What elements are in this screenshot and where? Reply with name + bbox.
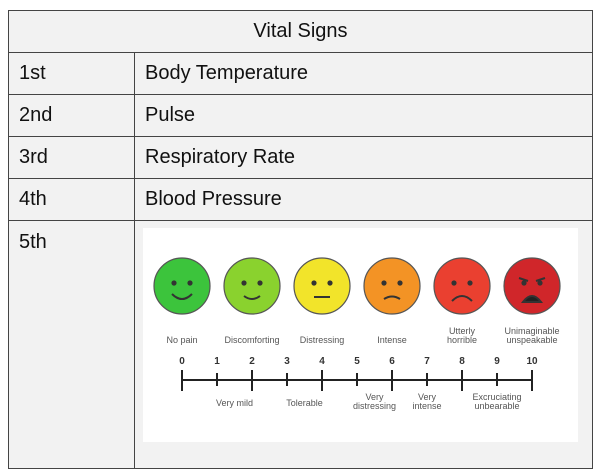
vital-sign-cell: Body Temperature: [134, 52, 593, 95]
face-eye: [187, 280, 193, 286]
table-row: 1st Body Temperature: [8, 52, 593, 95]
scale-description-label: Excruciating: [472, 392, 521, 402]
vital-sign-cell: Pulse: [134, 94, 593, 137]
scale-tick-label: 10: [526, 356, 538, 367]
face-frown-icon: [363, 257, 421, 315]
face-label: No pain: [166, 335, 197, 345]
pain-scale-graphic: No pain Discomforting Distressing Intense Ut…: [153, 257, 561, 411]
face-label: Discomforting: [224, 335, 279, 345]
table-row: 5th No pain Discomforting Distressing Inten…: [8, 220, 593, 469]
scale-tick-label: 2: [249, 356, 255, 367]
face-eye: [257, 280, 263, 286]
face-sad-icon: [433, 257, 491, 315]
rank-cell: 5th: [8, 220, 135, 469]
face-label: Intense: [377, 335, 407, 345]
face-mouth: [520, 295, 544, 303]
table-row: 4th Blood Pressure: [8, 178, 593, 221]
face-eye: [467, 280, 473, 286]
table-title: Vital Signs: [8, 10, 593, 53]
face-brow: [535, 277, 546, 282]
scale-description-label: Very: [365, 392, 384, 402]
face-eye: [241, 280, 247, 286]
vital-sign-cell: Respiratory Rate: [134, 136, 593, 179]
face-eye: [537, 280, 543, 286]
scale-description-label: Tolerable: [286, 398, 323, 408]
scale-description-label: intense: [412, 401, 441, 411]
scale-tick-label: 0: [179, 356, 185, 367]
scale-description-label: unbearable: [474, 401, 519, 411]
table-header-row: Vital Signs: [8, 10, 593, 53]
pain-scale-cell: No pain Discomforting Distressing Intense Ut…: [134, 220, 593, 469]
face-mouth: [383, 295, 401, 300]
scale-tick-label: 8: [459, 356, 465, 367]
face-eye: [171, 280, 177, 286]
rank-cell: 2nd: [8, 94, 135, 137]
scale-tick-label: 6: [389, 356, 395, 367]
face-label: unspeakable: [506, 335, 557, 345]
face-label: Distressing: [300, 335, 345, 345]
scale-tick-label: 4: [319, 356, 325, 367]
face-label: Unimaginable: [504, 326, 559, 336]
scale-description-label: Very mild: [216, 398, 253, 408]
scale-tick-label: 7: [424, 356, 430, 367]
table-row: 2nd Pulse: [8, 94, 593, 137]
face-label: horrible: [447, 335, 477, 345]
scale-tick-label: 9: [494, 356, 500, 367]
face-mouth: [243, 295, 261, 300]
table-row: 3rd Respiratory Rate: [8, 136, 593, 179]
vital-signs-table: Vital Signs 1st Body Temperature 2nd Pul…: [8, 10, 593, 469]
scale-tick-label: 1: [214, 356, 220, 367]
scale-tick-label: 3: [284, 356, 290, 367]
rank-cell: 4th: [8, 178, 135, 221]
face-mouth: [451, 295, 473, 302]
face-crying-icon: [503, 257, 561, 315]
rank-cell: 3rd: [8, 136, 135, 179]
face-brow: [518, 277, 529, 282]
face-smile-icon: [223, 257, 281, 315]
scale-description-label: distressing: [353, 401, 396, 411]
face-eye: [451, 280, 457, 286]
scale-tick-label: 5: [354, 356, 360, 367]
pain-scale-image: No pain Discomforting Distressing Intense Ut…: [143, 228, 578, 442]
face-mouth: [171, 293, 193, 300]
face-eye: [327, 280, 333, 286]
face-label: Utterly: [449, 326, 476, 336]
vital-sign-cell: Blood Pressure: [134, 178, 593, 221]
rank-cell: 1st: [8, 52, 135, 95]
scale-description-label: Very: [418, 392, 437, 402]
face-eye: [381, 280, 387, 286]
face-happy-icon: [153, 257, 211, 315]
face-eye: [521, 280, 527, 286]
face-neutral-icon: [293, 257, 351, 315]
face-eye: [397, 280, 403, 286]
face-eye: [311, 280, 317, 286]
